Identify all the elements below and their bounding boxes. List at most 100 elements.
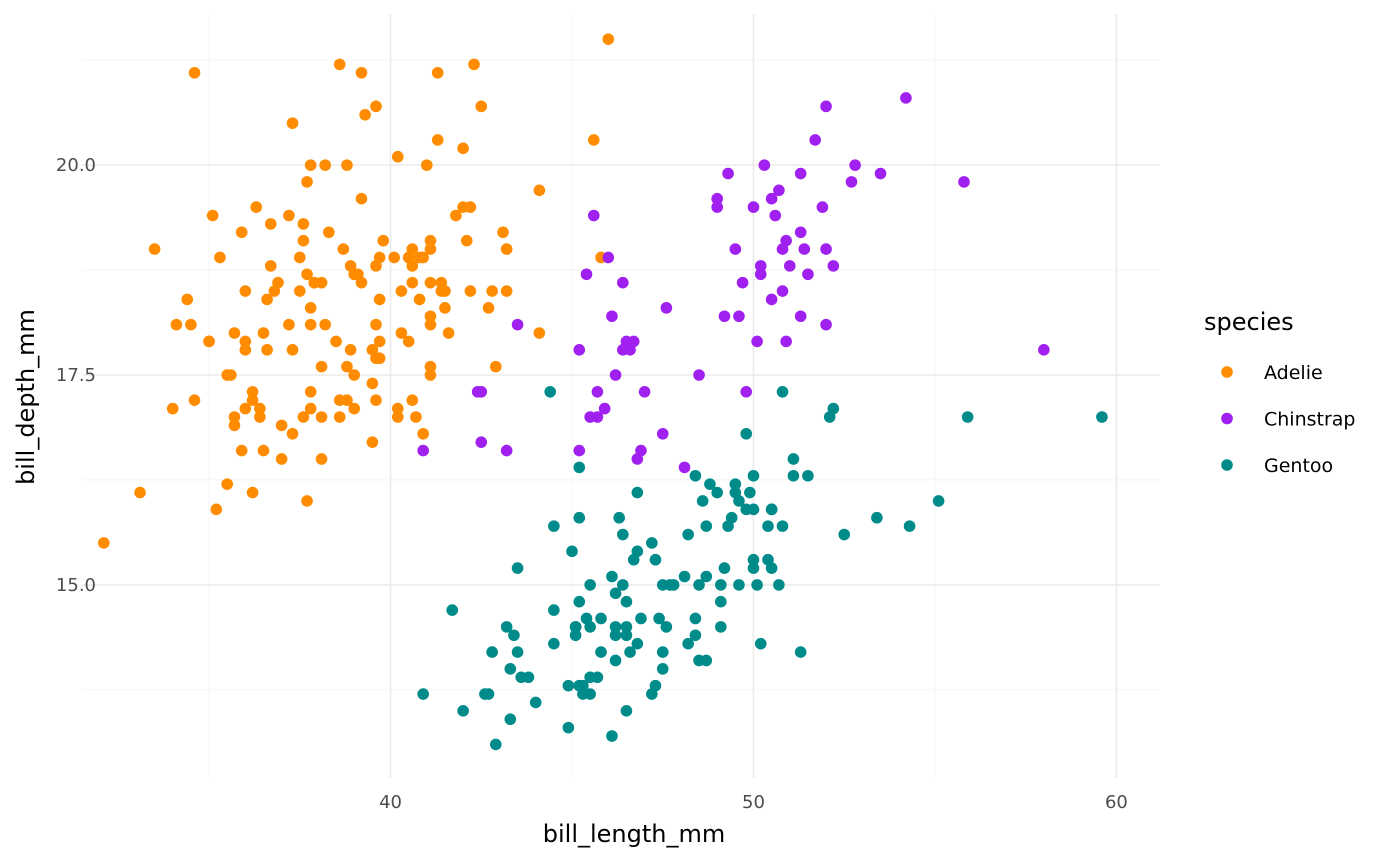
- point-adelie: [203, 335, 215, 348]
- point-chinstrap: [740, 386, 753, 398]
- point-gentoo: [1096, 411, 1108, 423]
- point-adelie: [235, 444, 248, 457]
- point-gentoo: [631, 486, 644, 499]
- point-chinstrap: [794, 167, 807, 180]
- point-adelie: [377, 234, 390, 247]
- point-gentoo: [649, 553, 662, 566]
- point-adelie: [239, 344, 252, 356]
- point-adelie: [439, 285, 451, 297]
- point-adelie: [254, 411, 266, 423]
- point-adelie: [261, 344, 273, 356]
- point-gentoo: [569, 629, 582, 642]
- point-adelie: [268, 285, 281, 297]
- point-gentoo: [569, 621, 582, 633]
- point-chinstrap: [820, 243, 832, 255]
- point-gentoo: [562, 679, 575, 692]
- y-axis-title: bill_depth_mm: [12, 309, 40, 485]
- point-adelie: [228, 419, 241, 432]
- point-chinstrap: [631, 453, 644, 465]
- point-chinstrap: [776, 243, 789, 255]
- point-chinstrap: [580, 268, 593, 281]
- point-gentoo: [486, 646, 498, 658]
- point-gentoo: [482, 688, 495, 700]
- point-adelie: [406, 260, 419, 272]
- point-adelie: [413, 293, 426, 306]
- point-adelie: [457, 142, 469, 155]
- point-chinstrap: [591, 386, 604, 398]
- legend-key-chinstrap: [1221, 412, 1233, 425]
- point-adelie: [148, 243, 161, 255]
- point-gentoo: [620, 705, 633, 717]
- point-chinstrap: [794, 226, 807, 239]
- point-gentoo: [754, 637, 767, 650]
- point-adelie: [330, 335, 342, 348]
- point-adelie: [431, 66, 444, 79]
- point-chinstrap: [417, 444, 429, 457]
- axis-ticks: 40 50 60 15.0 17.5 20.0: [56, 155, 1128, 813]
- point-gentoo: [762, 520, 774, 532]
- point-gentoo: [656, 646, 669, 658]
- point-adelie: [257, 444, 270, 457]
- point-adelie: [489, 360, 502, 373]
- point-gentoo: [689, 612, 702, 625]
- legend-title: species: [1204, 308, 1294, 336]
- point-gentoo: [660, 621, 673, 633]
- legend: species Adelie Chinstrap Gentoo: [1204, 308, 1356, 477]
- point-gentoo: [606, 730, 618, 742]
- point-adelie: [370, 100, 382, 113]
- point-chinstrap: [718, 310, 731, 323]
- point-chinstrap: [729, 243, 742, 255]
- legend-items: Adelie Chinstrap Gentoo: [1221, 362, 1356, 477]
- point-chinstrap: [798, 243, 811, 255]
- point-chinstrap: [587, 209, 600, 222]
- point-chinstrap: [660, 302, 673, 314]
- point-gentoo: [773, 579, 785, 591]
- point-chinstrap: [783, 260, 796, 272]
- point-gentoo: [609, 587, 622, 600]
- point-adelie: [315, 453, 328, 465]
- point-gentoo: [747, 553, 760, 566]
- point-adelie: [366, 377, 379, 390]
- point-gentoo: [631, 637, 644, 650]
- point-gentoo: [500, 621, 513, 633]
- point-adelie: [355, 192, 368, 205]
- point-adelie: [297, 218, 310, 230]
- point-adelie: [304, 402, 317, 415]
- point-gentoo: [584, 579, 596, 591]
- point-chinstrap: [500, 444, 513, 457]
- point-adelie: [293, 251, 306, 264]
- point-chinstrap: [816, 201, 829, 213]
- point-adelie: [344, 344, 357, 356]
- point-gentoo: [562, 721, 575, 734]
- point-adelie: [185, 318, 197, 331]
- point-adelie: [286, 344, 299, 356]
- point-gentoo: [548, 637, 560, 650]
- point-gentoo: [704, 478, 716, 490]
- point-chinstrap: [820, 100, 832, 113]
- point-adelie: [464, 285, 477, 297]
- point-adelie: [359, 108, 371, 121]
- point-chinstrap: [758, 159, 771, 171]
- point-gentoo: [827, 402, 840, 415]
- point-gentoo: [566, 545, 578, 558]
- point-adelie: [602, 33, 615, 45]
- point-gentoo: [729, 478, 742, 490]
- point-gentoo: [548, 520, 560, 532]
- point-chinstrap: [617, 344, 629, 356]
- point-chinstrap: [475, 386, 488, 398]
- point-adelie: [424, 369, 437, 381]
- point-chinstrap: [678, 461, 691, 474]
- y-tick-label: 20.0: [56, 155, 96, 176]
- point-adelie: [424, 243, 437, 255]
- point-adelie: [406, 276, 419, 289]
- point-adelie: [333, 411, 346, 423]
- point-gentoo: [765, 503, 778, 516]
- point-adelie: [257, 327, 270, 339]
- legend-label-gentoo: Gentoo: [1264, 455, 1333, 477]
- point-adelie: [297, 411, 310, 423]
- point-gentoo: [718, 562, 731, 574]
- point-gentoo: [751, 579, 763, 591]
- point-gentoo: [609, 629, 622, 642]
- point-chinstrap: [711, 192, 723, 205]
